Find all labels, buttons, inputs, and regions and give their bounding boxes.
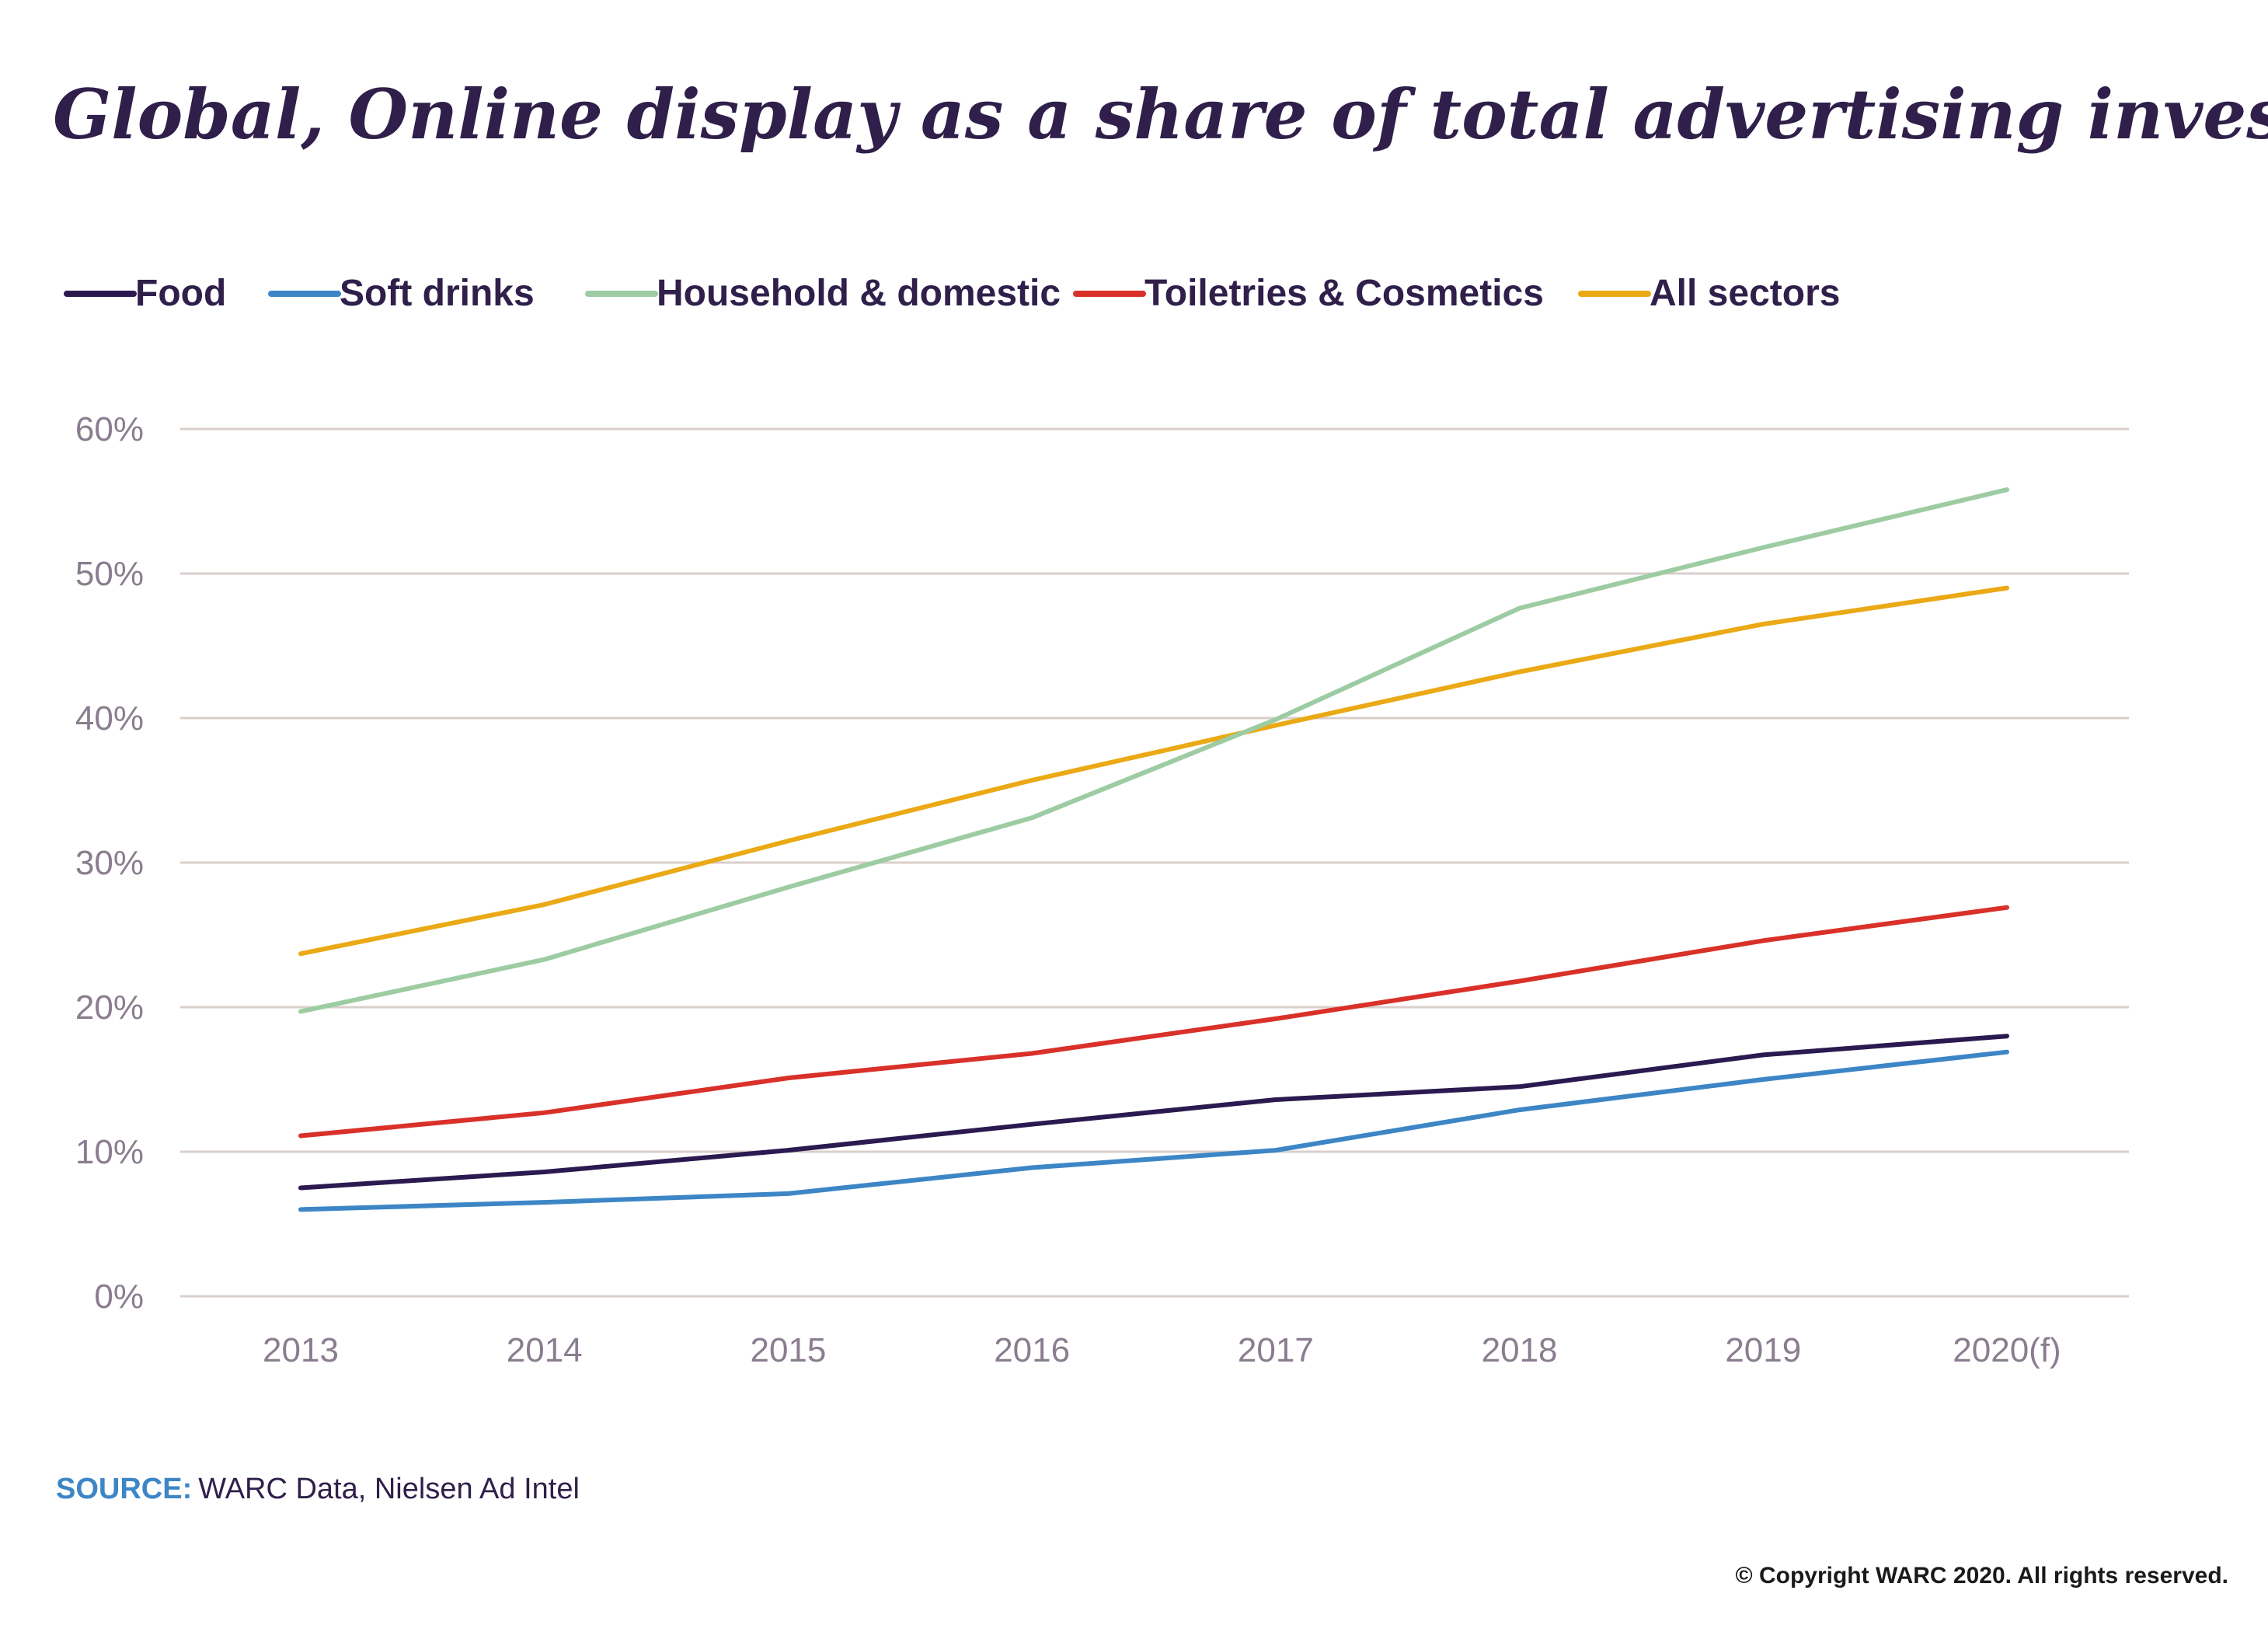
source-note: SOURCE: WARC Data, Nielsen Ad Intel xyxy=(56,1473,580,1505)
legend-label-soft-drinks: Soft drinks xyxy=(340,273,535,314)
source-text: WARC Data, Nielsen Ad Intel xyxy=(198,1473,580,1505)
chart-title: Global, Online display as a share of tot… xyxy=(53,74,2268,155)
y-tick-label: 20% xyxy=(75,989,144,1027)
legend-label-food: Food xyxy=(135,273,226,314)
series-line-all-sectors xyxy=(298,585,2009,957)
x-tick-label: 2015 xyxy=(750,1331,826,1369)
y-tick-label: 30% xyxy=(75,844,144,882)
copyright-note: © Copyright WARC 2020. All rights reserv… xyxy=(1736,1563,2228,1588)
series-line-toiletries-cosmetics xyxy=(298,905,2009,1139)
source-label: SOURCE: xyxy=(56,1473,192,1505)
gridlines xyxy=(180,427,2129,1298)
x-tick-label: 2016 xyxy=(994,1331,1070,1369)
legend: Food Soft drinks Household & domestic Toile… xyxy=(64,273,1840,314)
x-tick-label: 2014 xyxy=(507,1331,583,1369)
x-tick-label: 2013 xyxy=(263,1331,339,1369)
y-tick-label: 60% xyxy=(75,410,144,448)
x-tick-label: 2018 xyxy=(1482,1331,1558,1369)
y-tick-label: 50% xyxy=(75,555,144,593)
series-line-household-domestic xyxy=(298,487,2009,1014)
y-tick-label: 0% xyxy=(94,1278,144,1316)
y-tick-label: 10% xyxy=(75,1133,144,1171)
series-line-food xyxy=(298,1034,2009,1191)
legend-label-all-sectors: All sectors xyxy=(1650,273,1840,314)
plot-area xyxy=(298,487,2009,1212)
x-axis: 2013 2014 2015 2016 2017 2018 2019 2020(f) xyxy=(263,1331,2061,1369)
x-tick-label: 2019 xyxy=(1725,1331,1801,1369)
legend-label-household-domestic: Household & domestic xyxy=(657,273,1061,314)
y-tick-label: 40% xyxy=(75,699,144,738)
x-tick-label: 2020(f) xyxy=(1953,1331,2061,1369)
x-tick-label: 2017 xyxy=(1238,1331,1314,1369)
legend-label-toiletries-cosmetics: Toiletries & Cosmetics xyxy=(1144,273,1544,314)
series-line-soft-drinks xyxy=(298,1049,2009,1212)
y-axis: 0% 10% 20% 30% 40% 50% 60% xyxy=(75,410,144,1316)
